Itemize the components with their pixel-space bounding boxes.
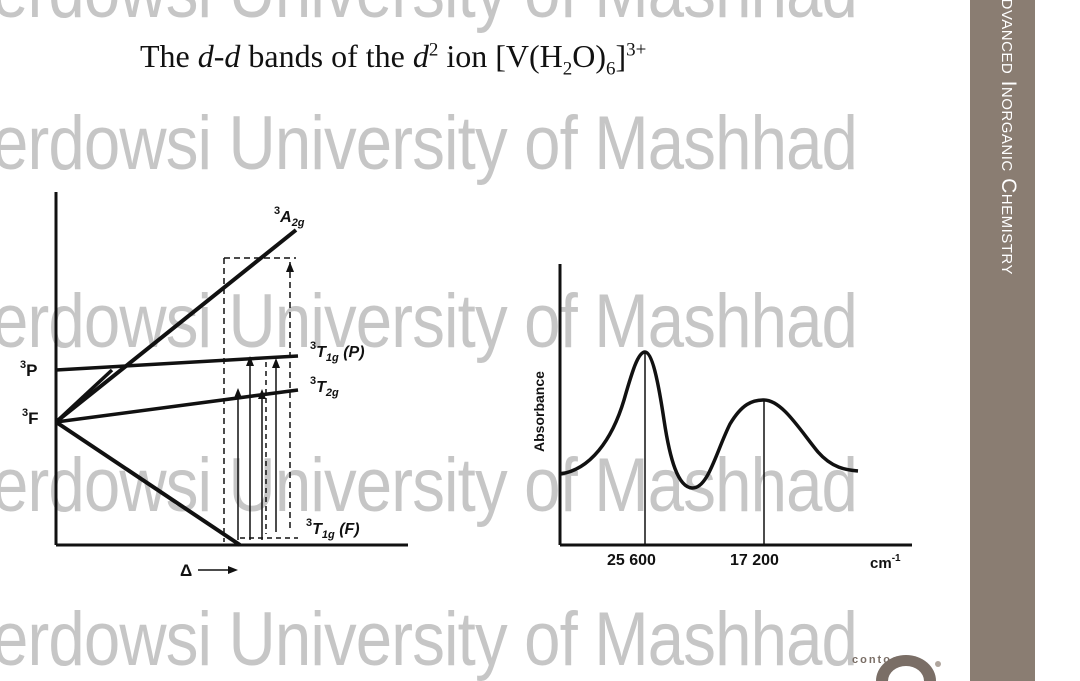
axis-unit-label: cm-1 xyxy=(870,553,901,572)
title-text: 2 xyxy=(428,39,439,61)
watermark-text: erdowsi University of Mashhad xyxy=(0,597,858,681)
peak-label-25600: 25 600 xyxy=(607,552,656,569)
label-t1g-f: 3T1g (F) xyxy=(306,517,360,541)
slide: erdowsi University of Mashhad erdowsi Un… xyxy=(0,0,941,681)
watermark-text: erdowsi University of Mashhad xyxy=(0,279,858,364)
level-line-t1g-p-branch xyxy=(54,368,114,424)
level-line-a2g xyxy=(54,228,298,424)
title-text: ] xyxy=(615,38,627,74)
title-text: - xyxy=(213,38,225,74)
label-term-p: 3P xyxy=(20,359,37,380)
label-t2g: 3T2g xyxy=(310,375,339,399)
slide-title: The d-d bands of the d2 ion [V(H2O)6]3+ xyxy=(140,38,646,80)
watermark-text: erdowsi University of Mashhad xyxy=(0,0,858,35)
peak-label-17200: 17 200 xyxy=(730,552,779,569)
page-margin xyxy=(1035,0,1080,681)
title-text: O) xyxy=(572,38,606,74)
title-text: d xyxy=(224,38,241,74)
arrowhead xyxy=(258,389,266,399)
title-text: d xyxy=(197,38,214,74)
title-text: 6 xyxy=(606,58,616,80)
label-t1g-p: 3T1g (P) xyxy=(310,340,365,364)
contoso-logo xyxy=(876,655,941,681)
title-text: bands of the xyxy=(240,38,413,74)
title-text: The xyxy=(140,38,198,74)
label-delta: Δ xyxy=(180,561,192,580)
side-banner xyxy=(970,0,1035,681)
arrowhead xyxy=(228,566,238,574)
spectrum-y-label: Absorbance xyxy=(531,371,547,452)
title-text: 3+ xyxy=(626,39,647,61)
title-text: ion [V(H xyxy=(438,38,563,74)
label-a2g: 3A2g xyxy=(274,205,305,229)
side-banner-text: Advanced Inorganic Chemistry xyxy=(997,0,1020,275)
level-line-t1g-p xyxy=(55,354,299,372)
arrowhead xyxy=(272,358,280,368)
label-term-f: 3F xyxy=(22,407,39,428)
absorbance-curve xyxy=(559,350,859,490)
level-line-t1g-f xyxy=(54,420,242,547)
level-line-t2g xyxy=(55,388,299,424)
energy-level-diagram: 3A2g 3T1g (P) 3T2g 3T1g (F) 3P 3F Δ Abso… xyxy=(20,192,912,580)
arrowhead xyxy=(246,356,254,366)
arrowhead xyxy=(234,388,242,398)
arrowhead xyxy=(286,262,294,272)
watermark-text: erdowsi University of Mashhad xyxy=(0,101,858,186)
title-text: 2 xyxy=(562,58,573,80)
logo-text: contoso xyxy=(852,654,909,666)
title-text: d xyxy=(412,38,429,74)
